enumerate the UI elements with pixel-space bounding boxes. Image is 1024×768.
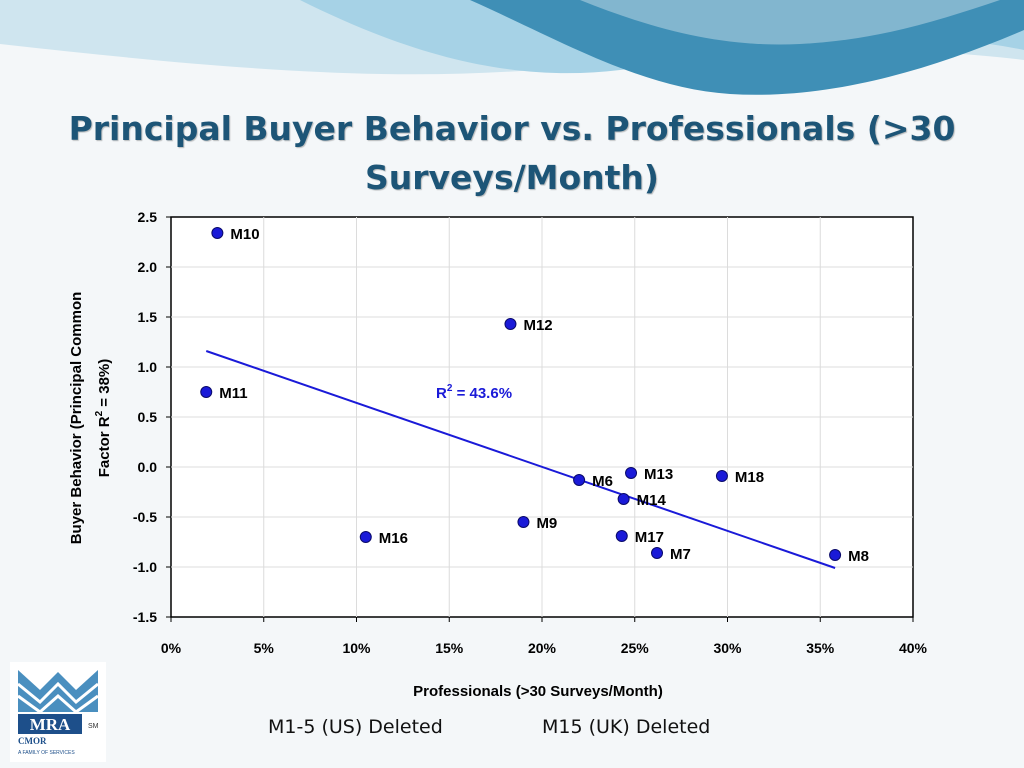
x-axis-label: Professionals (>30 Surveys/Month): [413, 683, 663, 700]
y-tick-label: 1.0: [138, 359, 158, 375]
wave-highlight: [580, 0, 1000, 45]
data-point-m10: [211, 227, 224, 239]
data-point-m17: [615, 530, 628, 542]
data-point-label: M6: [592, 473, 613, 490]
x-tick-label: 25%: [621, 640, 650, 656]
data-point-m6: [573, 474, 586, 486]
x-tick-label: 20%: [528, 640, 557, 656]
data-point-label: M13: [644, 466, 673, 483]
data-point-label: M8: [848, 548, 869, 565]
data-point-m14: [617, 493, 630, 505]
logo-small-text: A FAMILY OF SERVICES: [18, 750, 75, 756]
header-wave-decoration: [0, 0, 1024, 95]
data-point-label: M18: [735, 469, 764, 486]
logo-service-mark: SM: [88, 723, 99, 730]
data-point-label: M14: [637, 492, 667, 509]
x-tick-label: 5%: [254, 640, 275, 656]
data-point-label: M11: [219, 385, 247, 402]
logo-subtext: CMOR: [18, 736, 47, 746]
data-point-m16: [359, 531, 372, 543]
data-point-m11: [200, 386, 213, 398]
x-tick-label: 10%: [342, 640, 371, 656]
y-tick-label: -0.5: [133, 509, 157, 525]
data-point-m13: [625, 467, 638, 479]
data-point-label: M7: [670, 546, 691, 563]
x-tick-label: 35%: [806, 640, 835, 656]
data-point-label: M16: [379, 530, 408, 547]
y-tick-label: -1.5: [133, 609, 157, 625]
trendline: [205, 350, 836, 569]
data-point-label: M9: [536, 515, 557, 532]
x-tick-label: 40%: [899, 640, 928, 656]
y-tick-label: -1.0: [133, 559, 157, 575]
x-tick-label: 30%: [713, 640, 742, 656]
x-tick-label: 0%: [161, 640, 182, 656]
logo-stripes-icon: [17, 681, 99, 714]
y-tick-label: 2.0: [138, 259, 158, 275]
data-point-label: M17: [635, 529, 664, 546]
y-tick-label: 2.5: [138, 209, 158, 225]
y-axis-ticks: -1.5 -1.0 -0.5 0.0 0.5 1.0 1.5 2.0 2.5: [133, 209, 171, 625]
data-point-m12: [504, 318, 517, 330]
note-us-deleted: M1-5 (US) Deleted: [268, 716, 443, 738]
data-point-m18: [715, 470, 728, 482]
data-point-label: M12: [523, 317, 552, 334]
y-tick-label: 0.0: [138, 459, 158, 475]
y-tick-label: 1.5: [138, 309, 158, 325]
r2-annotation: R2 = 43.6%: [436, 383, 512, 402]
y-axis-label: Buyer Behavior (Principal Common: [68, 292, 85, 545]
x-axis-ticks: 0% 5% 10% 15% 20% 25% 30% 35% 40%: [161, 617, 928, 656]
gridlines: [171, 217, 913, 617]
y-tick-label: 0.5: [138, 409, 158, 425]
data-point-m9: [517, 516, 530, 528]
data-point-m7: [651, 547, 664, 559]
y-axis-label-line2: Factor R2 = 38%): [94, 359, 113, 478]
slide-title: Principal Buyer Behavior vs. Professiona…: [68, 109, 956, 197]
x-tick-label: 15%: [435, 640, 464, 656]
mra-logo: MRA SM CMOR A FAMILY OF SERVICES: [10, 662, 106, 762]
logo-text: MRA: [30, 715, 71, 734]
data-points: M10 M12 M11 M6 M13 M18 M14 M9 M16 M17 M7 M8: [200, 226, 869, 565]
wave-dark: [470, 0, 1024, 95]
logo-bar: [18, 714, 82, 734]
data-point-label: M10: [230, 226, 259, 243]
data-point-m8: [829, 549, 842, 561]
note-uk-deleted: M15 (UK) Deleted: [542, 716, 711, 738]
